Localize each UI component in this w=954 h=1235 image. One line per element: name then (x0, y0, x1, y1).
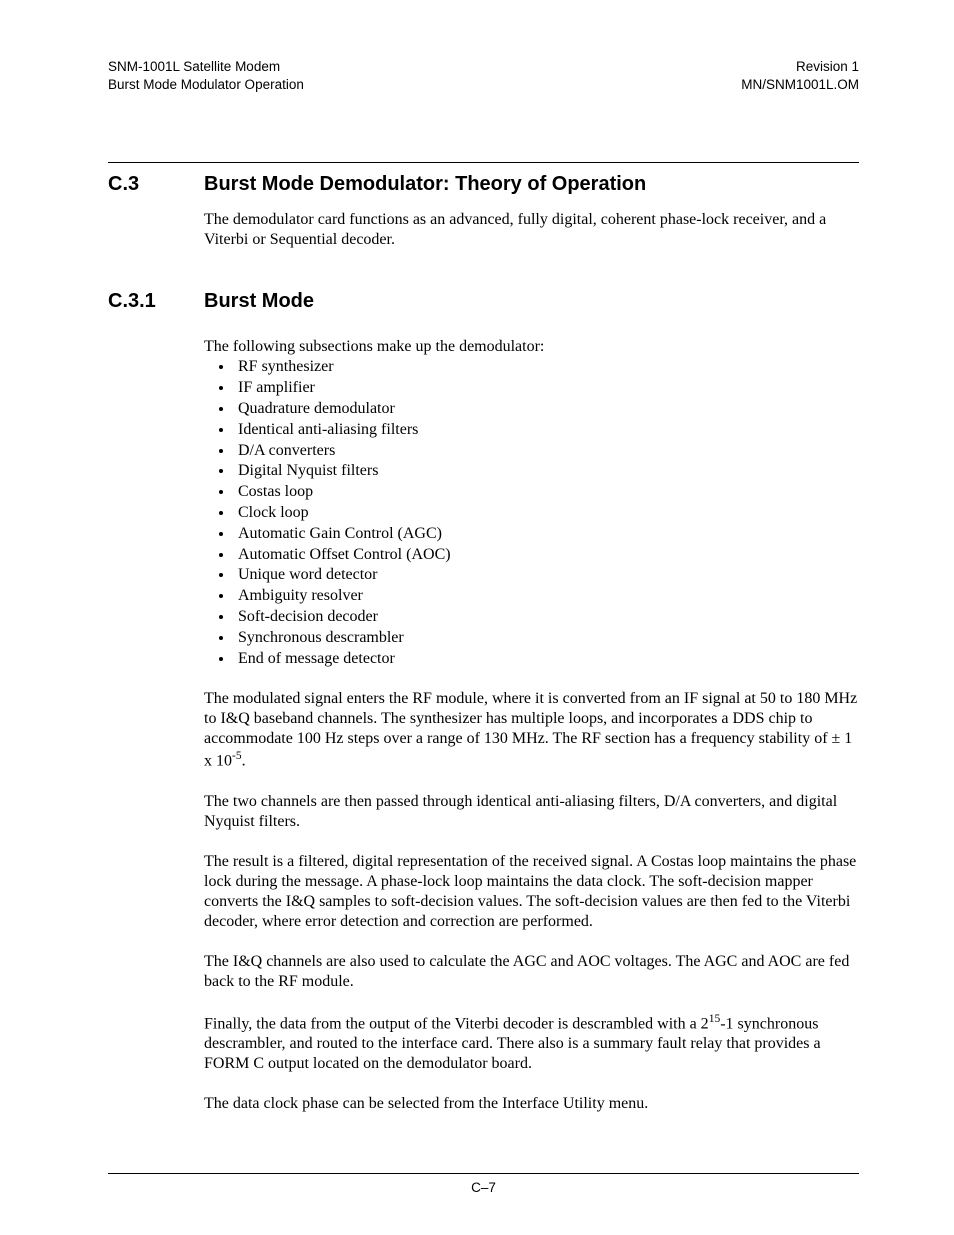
page-footer: C–7 (108, 1173, 859, 1195)
list-item: Costas loop (234, 482, 859, 503)
c3-intro-paragraph: The demodulator card functions as an adv… (204, 210, 859, 250)
list-item: Identical anti-aliasing filters (234, 420, 859, 441)
header-left-line2: Burst Mode Modulator Operation (108, 76, 304, 94)
section-heading-c3-1: C.3.1 Burst Mode (108, 290, 859, 313)
subsection-title: Burst Mode (204, 290, 314, 313)
list-item: Synchronous descrambler (234, 628, 859, 649)
footer-rule (108, 1173, 859, 1174)
c3-1-p6: The data clock phase can be selected fro… (204, 1094, 859, 1114)
list-item: Automatic Offset Control (AOC) (234, 545, 859, 566)
c3-1-p3: The result is a filtered, digital repres… (204, 852, 859, 932)
c3-1-p1: The modulated signal enters the RF modul… (204, 689, 859, 771)
list-item: Digital Nyquist filters (234, 461, 859, 482)
list-item: Soft-decision decoder (234, 607, 859, 628)
header-rule (108, 162, 859, 163)
page-number: C–7 (108, 1180, 859, 1195)
section-heading-c3: C.3 Burst Mode Demodulator: Theory of Op… (108, 173, 859, 196)
exponent: -5 (232, 750, 242, 762)
c3-1-p2: The two channels are then passed through… (204, 792, 859, 832)
list-item: Ambiguity resolver (234, 586, 859, 607)
exponent: 15 (709, 1013, 721, 1025)
c3-1-lead: The following subsections make up the de… (204, 337, 859, 357)
list-item: Automatic Gain Control (AGC) (234, 524, 859, 545)
page-header: SNM-1001L Satellite Modem Burst Mode Mod… (108, 58, 859, 94)
section-c3-body: The demodulator card functions as an adv… (204, 210, 859, 250)
header-right: Revision 1 MN/SNM1001L.OM (741, 58, 859, 94)
c3-1-p4: The I&Q channels are also used to calcul… (204, 952, 859, 992)
demodulator-subsections-list: RF synthesizerIF amplifierQuadrature dem… (234, 357, 859, 669)
list-item: Quadrature demodulator (234, 399, 859, 420)
header-left: SNM-1001L Satellite Modem Burst Mode Mod… (108, 58, 304, 94)
list-item: D/A converters (234, 441, 859, 462)
header-right-line1: Revision 1 (741, 58, 859, 76)
c3-1-p5: Finally, the data from the output of the… (204, 1012, 859, 1074)
section-number: C.3 (108, 173, 204, 196)
list-item: End of message detector (234, 649, 859, 670)
subsection-number: C.3.1 (108, 290, 204, 313)
list-item: IF amplifier (234, 378, 859, 399)
section-c3-1-paragraphs: The modulated signal enters the RF modul… (204, 689, 859, 1114)
header-left-line1: SNM-1001L Satellite Modem (108, 58, 304, 76)
section-title: Burst Mode Demodulator: Theory of Operat… (204, 173, 646, 196)
list-item: RF synthesizer (234, 357, 859, 378)
section-c3-1-body: The following subsections make up the de… (204, 337, 859, 357)
list-item: Unique word detector (234, 565, 859, 586)
header-right-line2: MN/SNM1001L.OM (741, 76, 859, 94)
list-item: Clock loop (234, 503, 859, 524)
